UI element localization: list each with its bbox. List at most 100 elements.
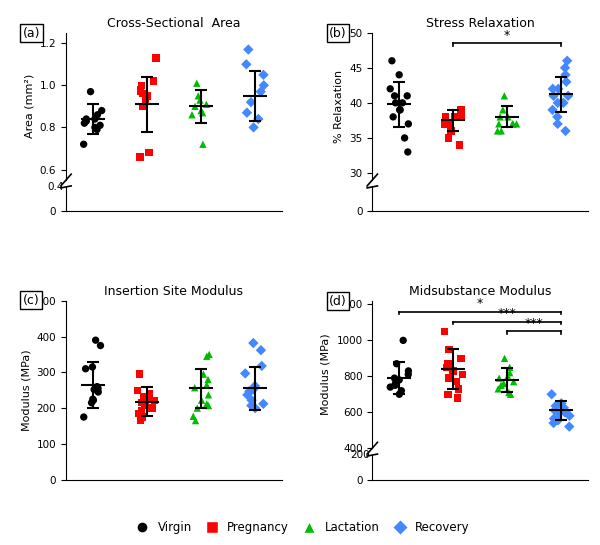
Y-axis label: Modulus (MPa): Modulus (MPa)	[321, 334, 331, 415]
Point	[559, 403, 569, 412]
Point	[190, 383, 200, 392]
Point	[139, 392, 148, 401]
Point	[559, 99, 568, 107]
Point	[134, 409, 143, 418]
Point	[95, 121, 105, 130]
Point	[458, 370, 467, 379]
Point	[92, 382, 102, 391]
Point	[144, 148, 154, 157]
Point	[445, 119, 455, 128]
Point	[82, 117, 91, 125]
Point	[553, 416, 563, 425]
Point	[565, 422, 574, 431]
Point	[89, 385, 99, 394]
Point	[457, 112, 466, 121]
Point	[245, 387, 254, 396]
Point	[506, 390, 515, 398]
Point	[204, 401, 214, 410]
Point	[95, 341, 105, 350]
Point	[505, 368, 515, 377]
Point	[548, 84, 557, 93]
Point	[394, 376, 404, 384]
Point	[138, 102, 148, 111]
Text: ***: ***	[524, 317, 544, 330]
Point	[453, 393, 463, 402]
Point	[562, 56, 572, 65]
Point	[134, 370, 144, 378]
Point	[457, 354, 466, 362]
Point	[565, 411, 574, 420]
Point	[440, 327, 449, 336]
Point	[203, 391, 213, 399]
Point	[388, 112, 398, 121]
Point	[242, 108, 252, 117]
Title: Cross-Sectional  Area: Cross-Sectional Area	[107, 17, 241, 30]
Point	[195, 96, 205, 105]
Point	[90, 123, 100, 132]
Point	[81, 365, 91, 373]
Point	[442, 119, 452, 128]
Point	[553, 99, 563, 107]
Point	[192, 79, 202, 88]
Point	[395, 390, 404, 398]
Point	[203, 375, 213, 384]
Point	[248, 338, 258, 347]
Point	[191, 416, 200, 425]
Point	[136, 85, 146, 94]
Point	[241, 60, 251, 69]
Point	[190, 102, 200, 111]
Text: (c): (c)	[23, 294, 40, 307]
Y-axis label: Modulus (MPa): Modulus (MPa)	[21, 349, 31, 431]
Point	[404, 367, 413, 376]
Point	[548, 106, 557, 114]
Point	[199, 370, 208, 378]
Point	[493, 126, 502, 135]
Point	[91, 336, 100, 344]
Point	[198, 108, 208, 117]
Point	[256, 87, 266, 96]
Point	[496, 126, 506, 135]
Point	[394, 70, 404, 79]
Point	[549, 92, 559, 100]
Point	[248, 385, 258, 394]
Point	[202, 380, 212, 389]
Text: *: *	[477, 297, 483, 310]
Point	[563, 92, 573, 100]
Point	[254, 114, 263, 123]
Point	[494, 374, 504, 383]
Point	[92, 125, 102, 134]
Point	[403, 148, 413, 156]
Text: 200: 200	[350, 450, 370, 460]
Point	[259, 81, 269, 90]
Point	[498, 106, 508, 114]
Point	[390, 92, 400, 100]
Point	[444, 134, 454, 142]
Point	[398, 336, 408, 345]
Point	[503, 112, 513, 121]
Point	[493, 385, 503, 393]
Point	[88, 362, 97, 371]
Point	[556, 399, 566, 408]
Point	[553, 119, 562, 128]
Point	[395, 106, 405, 114]
Point	[390, 381, 400, 390]
Point	[250, 382, 260, 390]
Text: (a): (a)	[23, 27, 40, 40]
Point	[247, 401, 256, 410]
Point	[443, 359, 453, 368]
Point	[141, 96, 151, 105]
Point	[509, 377, 518, 386]
Point	[249, 123, 259, 132]
Point	[188, 412, 198, 421]
Point	[193, 404, 202, 413]
Point	[508, 119, 517, 128]
Point	[88, 395, 98, 403]
Point	[391, 99, 400, 107]
Point	[205, 350, 214, 359]
Point	[193, 92, 203, 100]
Point	[198, 140, 208, 149]
Point	[456, 106, 466, 114]
Point	[503, 372, 512, 380]
Point	[391, 379, 400, 388]
Point	[241, 369, 250, 378]
